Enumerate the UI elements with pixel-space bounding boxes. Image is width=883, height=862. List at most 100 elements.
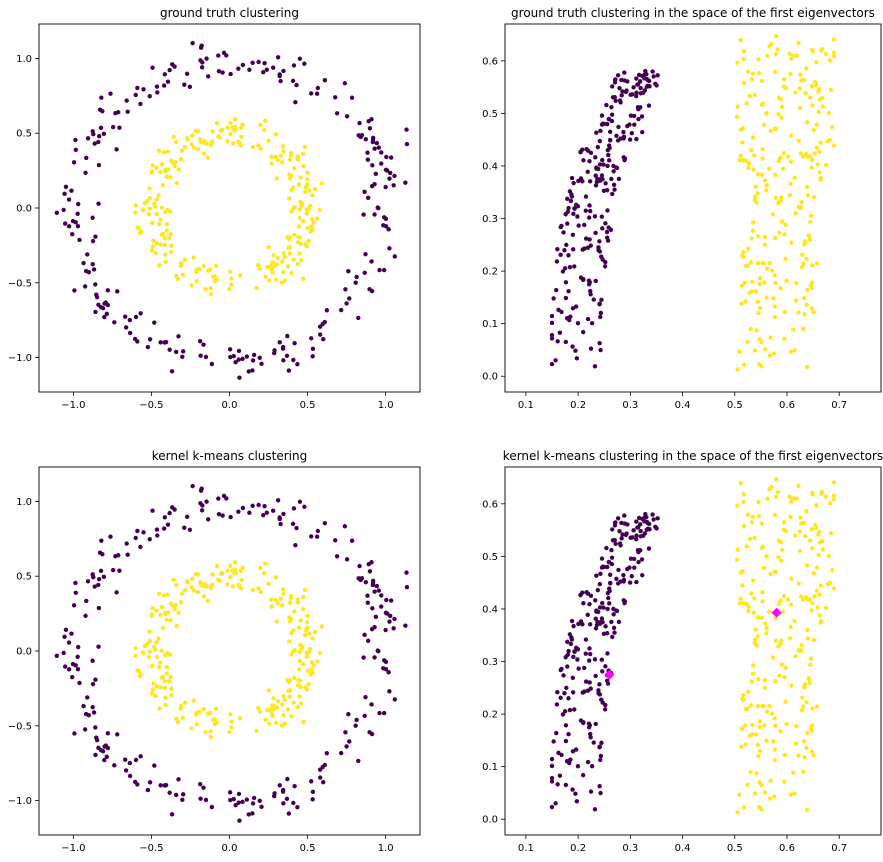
scatter-point-series-0: [261, 70, 266, 75]
scatter-point-series-0: [281, 511, 286, 517]
scatter-point-series-1: [285, 707, 291, 712]
scatter-point-series-0: [322, 521, 328, 526]
scatter-point-series-1: [755, 704, 761, 709]
scatter-point-series-1: [804, 807, 810, 813]
scatter-point-series-0: [571, 211, 576, 217]
scatter-point-series-0: [594, 130, 599, 135]
scatter-point-series-1: [775, 490, 781, 495]
scatter-point-series-0: [277, 340, 282, 345]
scatter-point-series-1: [831, 586, 837, 591]
scatter-point-series-0: [127, 317, 133, 323]
scatter-point-series-1: [302, 587, 308, 593]
x-tick-label: 0.5: [727, 843, 743, 854]
scatter-point-series-0: [614, 165, 619, 170]
scatter-point-series-1: [788, 624, 793, 630]
scatter-point-series-0: [616, 124, 621, 130]
scatter-point-series-0: [270, 508, 276, 513]
scatter-point-series-1: [804, 66, 809, 71]
scatter-point-series-0: [588, 686, 593, 691]
scatter-point-series-1: [165, 149, 170, 154]
scatter-point-series-0: [595, 587, 601, 593]
scatter-point-series-0: [72, 288, 77, 293]
scatter-point-series-1: [781, 76, 787, 82]
scatter-point-series-0: [604, 545, 609, 551]
scatter-point-series-0: [597, 239, 602, 244]
scatter-point-series-0: [264, 67, 270, 72]
scatter-point-series-0: [602, 707, 608, 712]
scatter-point-series-0: [636, 549, 641, 555]
scatter-point-series-1: [794, 496, 799, 501]
scatter-point-series-1: [780, 166, 786, 172]
scatter-point-series-1: [305, 225, 310, 231]
scatter-point-series-0: [365, 157, 371, 162]
scatter-point-series-0: [620, 532, 625, 537]
scatter-point-series-0: [344, 301, 349, 306]
scatter-point-series-0: [201, 342, 206, 347]
scatter-point-series-1: [776, 554, 781, 560]
scatter-point-series-0: [82, 727, 88, 732]
scatter-point-series-0: [63, 627, 69, 632]
scatter-point-series-0: [259, 804, 264, 810]
scatter-point-series-1: [309, 217, 315, 222]
scatter-point-series-0: [110, 567, 116, 573]
scatter-point-series-0: [110, 124, 116, 130]
scatter-point-series-1: [804, 256, 809, 262]
scatter-point-series-0: [66, 667, 72, 672]
scatter-point-series-1: [800, 252, 805, 257]
scatter-point-series-1: [265, 707, 270, 713]
y-tick-label: 1.0: [16, 54, 32, 65]
scatter-point-series-1: [295, 156, 300, 161]
scatter-point-series-0: [184, 514, 190, 520]
scatter-point-series-1: [175, 719, 181, 725]
scatter-point-series-1: [306, 206, 311, 212]
scatter-point-series-1: [273, 277, 279, 282]
scatter-point-series-1: [147, 186, 152, 191]
scatter-point-series-0: [285, 776, 290, 782]
scatter-point-series-0: [392, 254, 398, 259]
scatter-point-series-1: [271, 253, 276, 258]
scatter-point-series-0: [70, 231, 75, 237]
scatter-point-series-1: [230, 584, 236, 589]
scatter-point-series-1: [742, 723, 748, 728]
scatter-point-series-1: [813, 79, 818, 85]
y-tick-label: 0.3: [482, 657, 498, 668]
scatter-point-series-0: [112, 763, 117, 768]
x-tick-label: 0.3: [622, 400, 638, 411]
scatter-point-series-0: [228, 354, 233, 360]
scatter-point-series-0: [561, 673, 566, 678]
x-tick-label: 0.6: [779, 400, 795, 411]
scatter-point-series-0: [333, 538, 338, 543]
scatter-point-series-0: [553, 358, 558, 363]
y-tick-label: 0.0: [16, 647, 32, 658]
scatter-point-series-0: [580, 772, 586, 778]
scatter-point-series-1: [163, 252, 168, 257]
scatter-point-series-1: [826, 554, 831, 559]
scatter-point-series-0: [604, 235, 610, 240]
scatter-point-series-1: [752, 348, 758, 353]
scatter-point-series-0: [240, 356, 245, 362]
scatter-point-series-0: [614, 608, 619, 613]
scatter-point-series-1: [296, 625, 302, 630]
scatter-point-series-0: [611, 612, 616, 617]
scatter-point-series-0: [369, 117, 374, 122]
scatter-point-series-1: [772, 716, 777, 721]
y-tick-label: 0.5: [16, 129, 32, 140]
scatter-point-series-1: [225, 139, 230, 144]
scatter-point-series-0: [315, 528, 321, 534]
scatter-point-series-1: [779, 662, 785, 667]
scatter-point-series-0: [257, 355, 262, 360]
scatter-point-series-1: [767, 260, 772, 266]
scatter-point-series-1: [158, 612, 163, 618]
scatter-point-series-0: [387, 176, 392, 181]
scatter-point-series-0: [617, 98, 623, 103]
scatter-point-series-0: [611, 169, 616, 174]
scatter-point-series-0: [598, 347, 603, 353]
scatter-point-series-0: [310, 354, 315, 359]
scatter-point-series-1: [744, 601, 749, 607]
scatter-point-series-1: [162, 685, 168, 691]
scatter-point-series-0: [115, 289, 120, 294]
scatter-point-series-1: [738, 570, 744, 575]
scatter-point-series-1: [755, 172, 761, 177]
scatter-point-series-0: [369, 183, 375, 189]
scatter-point-series-1: [753, 194, 758, 200]
